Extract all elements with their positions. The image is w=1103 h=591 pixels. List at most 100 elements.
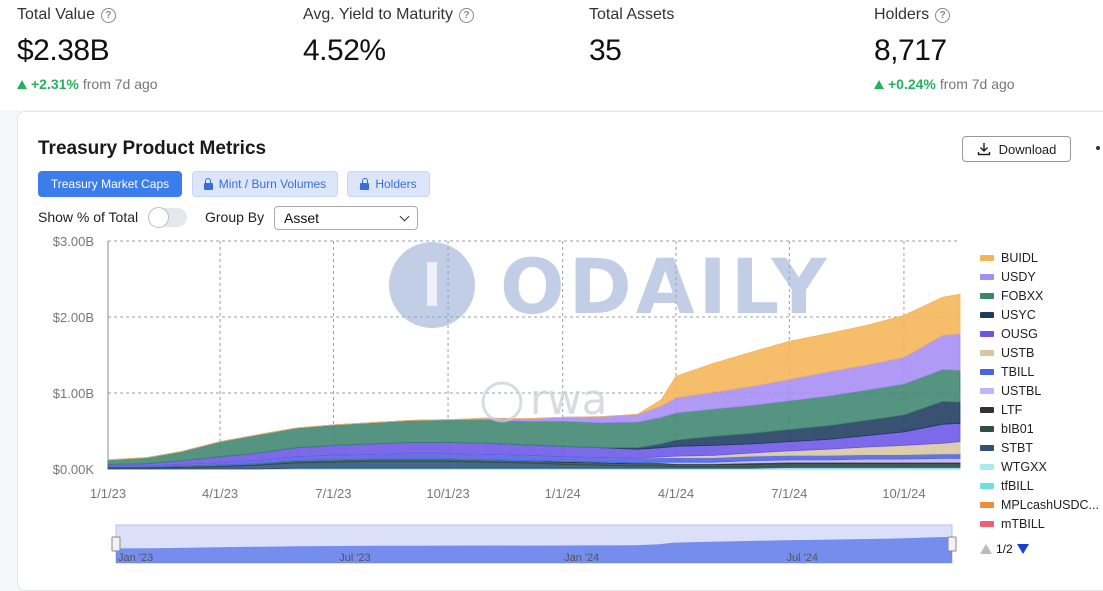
legend-item-ousg[interactable]: OUSG (980, 324, 1099, 343)
lock-icon (360, 177, 370, 190)
legend-item-usdy[interactable]: USDY (980, 267, 1099, 286)
stat-label: Total Assets (589, 6, 675, 23)
legend-swatch (980, 406, 994, 413)
stat-value: 35 (589, 34, 622, 67)
legend-label: STBT (1001, 440, 1033, 455)
group-by-select[interactable]: Asset (274, 206, 418, 230)
info-icon[interactable]: ? (100, 7, 116, 23)
legend-swatch (980, 501, 994, 508)
legend-item-usyc[interactable]: USYC (980, 305, 1099, 324)
pager-text: 1/2 (996, 542, 1013, 556)
legend-item-stbt[interactable]: STBT (980, 438, 1099, 457)
legend-item-mtbill[interactable]: mTBILL (980, 514, 1099, 533)
legend-item-mplcashusdc-[interactable]: MPLcashUSDC... (980, 495, 1099, 514)
group-by-value: Asset (284, 210, 320, 226)
navigator-tick-label: Jan '24 (564, 552, 599, 564)
legend-swatch (980, 254, 994, 261)
tab-treasury-market-caps[interactable]: Treasury Market Caps (38, 171, 182, 197)
navigator-tick-label: Jan '23 (118, 552, 153, 564)
x-tick-label: 4/1/24 (658, 486, 694, 501)
x-tick-label: 10/1/24 (882, 486, 925, 501)
stat-change: +0.24% from 7d ago (874, 76, 1015, 92)
watermark-rwa-text: rwa (530, 375, 607, 424)
legend-item-fobxx[interactable]: FOBXX (980, 286, 1099, 305)
stat-change: +2.31% from 7d ago (17, 76, 158, 92)
legend-swatch (980, 311, 994, 318)
lock-icon (203, 177, 213, 190)
legend-item-ustb[interactable]: USTB (980, 343, 1099, 362)
legend-label: OUSG (1001, 326, 1038, 341)
tab-holders[interactable]: Holders (347, 171, 430, 197)
navigator-tick-label: Jul '24 (787, 552, 818, 564)
download-icon (977, 143, 990, 156)
stat-holders: Holders? 8,717 +0.24% from 7d ago (874, 6, 1015, 92)
legend-item-tfbill[interactable]: tfBILL (980, 476, 1099, 495)
x-tick-label: 1/1/23 (90, 486, 126, 501)
change-text: from 7d ago (82, 76, 158, 92)
watermark-odaily-text: ODAILY (500, 242, 830, 331)
info-icon[interactable]: ? (459, 7, 474, 23)
up-arrow-icon (874, 79, 884, 89)
y-tick-label: $3.00B (53, 234, 94, 249)
legend-swatch (980, 520, 994, 527)
legend-item-ustbl[interactable]: USTBL (980, 381, 1099, 400)
tab-label: Holders (375, 177, 417, 191)
next-page-icon[interactable] (1016, 544, 1029, 554)
download-button[interactable]: Download (962, 136, 1071, 162)
legend-label: FOBXX (1001, 288, 1044, 303)
legend-swatch (980, 482, 994, 489)
more-options-icon[interactable] (1096, 146, 1100, 150)
legend-label: USDY (1001, 269, 1036, 284)
stat-avg-yield: Avg. Yield to Maturity? 4.52% (303, 6, 474, 68)
stat-total-value: Total Value? $2.38B +2.31% from 7d ago (17, 6, 158, 92)
legend-label: USTB (1001, 345, 1035, 360)
prev-page-icon[interactable] (980, 544, 992, 554)
navigator-left-handle[interactable] (111, 536, 121, 552)
x-tick-label: 4/1/23 (202, 486, 238, 501)
legend-swatch (980, 425, 994, 432)
legend-item-wtgxx[interactable]: WTGXX (980, 457, 1099, 476)
market-cap-chart: $0.00K $1.00B $2.00B $3.00B 1/1/23 4/1/23 7/1/… (53, 234, 961, 564)
watermark-logo-bar (427, 262, 437, 306)
stat-value: 4.52% (303, 34, 386, 67)
up-arrow-icon (17, 79, 27, 89)
legend-label: BUIDL (1001, 250, 1038, 265)
legend-label: tfBILL (1001, 478, 1034, 493)
show-pct-label: Show % of Total (38, 209, 139, 225)
legend-swatch (980, 330, 994, 337)
stats-bar: Total Value? $2.38B +2.31% from 7d ago Av… (0, 0, 1103, 110)
legend-swatch (980, 387, 994, 394)
legend-item-ltf[interactable]: LTF (980, 400, 1099, 419)
y-tick-label: $2.00B (53, 310, 94, 325)
legend-swatch (980, 463, 994, 470)
legend-swatch (980, 292, 994, 299)
change-pct: +2.31% (31, 76, 79, 92)
y-tick-label: $1.00B (53, 386, 94, 401)
download-label: Download (998, 141, 1057, 157)
info-icon[interactable]: ? (935, 7, 951, 23)
legend-swatch (980, 273, 994, 280)
legend-item-bib01[interactable]: bIB01 (980, 419, 1099, 438)
change-pct: +0.24% (888, 76, 936, 92)
chart-legend: BUIDL USDY FOBXX USYC OUSG USTB TBILL USTBL LTF b… (980, 248, 1099, 533)
x-tick-label: 1/1/24 (545, 486, 581, 501)
navigator-right-handle[interactable] (947, 536, 957, 552)
stat-label: Holders (874, 6, 930, 23)
legend-item-buidl[interactable]: BUIDL (980, 248, 1099, 267)
show-pct-toggle[interactable] (148, 207, 187, 228)
legend-label: LTF (1001, 402, 1023, 417)
legend-pager: 1/2 (980, 542, 1029, 556)
legend-item-tbill[interactable]: TBILL (980, 362, 1099, 381)
stat-value: 8,717 (874, 34, 947, 67)
stat-label: Avg. Yield to Maturity (303, 6, 453, 23)
legend-label: bIB01 (1001, 421, 1034, 436)
tab-mint-burn-volumes[interactable]: Mint / Burn Volumes (192, 171, 338, 197)
legend-label: WTGXX (1001, 459, 1047, 474)
stat-total-assets: Total Assets 35 (589, 6, 674, 68)
legend-swatch (980, 349, 994, 356)
legend-swatch (980, 444, 994, 451)
legend-label: USYC (1001, 307, 1036, 322)
panel-title: Treasury Product Metrics (38, 138, 267, 159)
toggle-knob (148, 207, 169, 228)
watermark-globe-icon (481, 381, 523, 423)
